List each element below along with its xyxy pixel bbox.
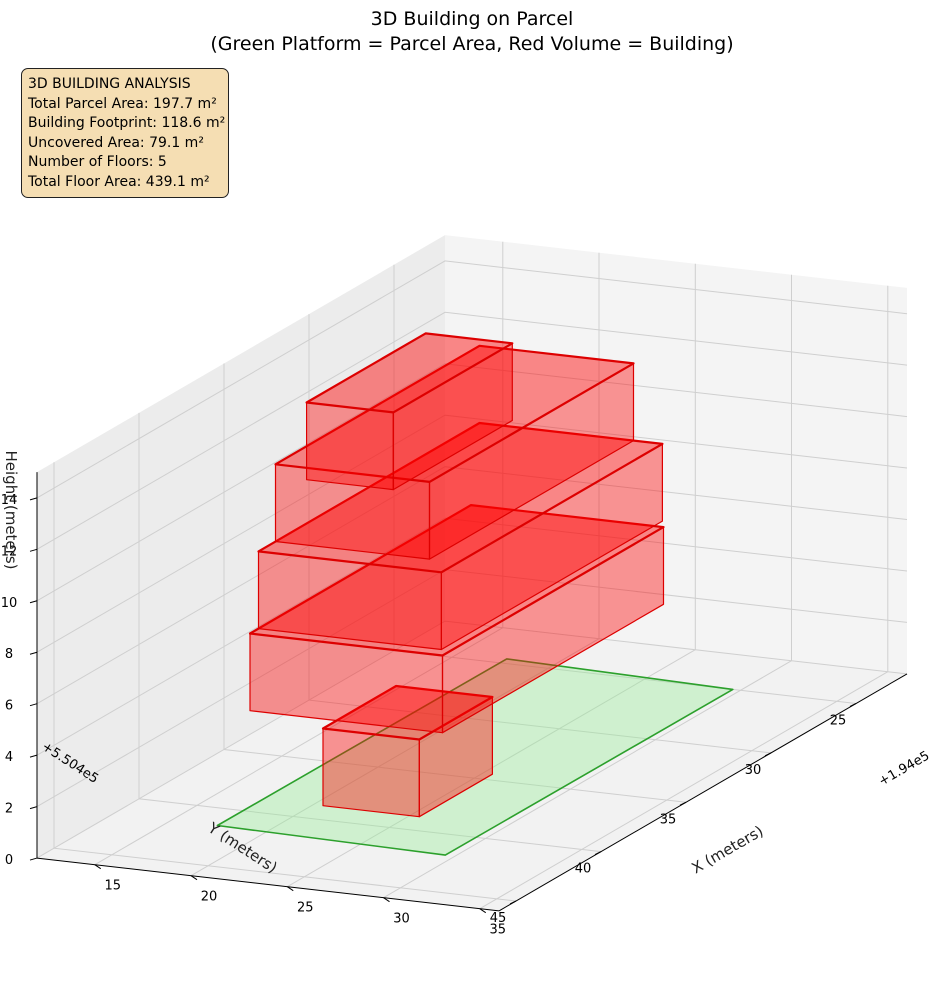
y-tick-label: 25 [830,714,847,729]
x-axis-label: X (meters) [688,822,766,877]
tick-labels: 15 20 25 30 35 25 30 35 40 45 0 2 4 6 8 10 12 14 [1,493,857,938]
floor-4-box [274,344,635,560]
chart-title-line1: 3D Building on Parcel [371,8,574,30]
z-tick-mark [29,806,38,810]
z-gridline [36,414,908,653]
parcel-platform [216,658,734,856]
info-building-footprint: Building Footprint: 118.6 m² [28,115,226,131]
z-gridline [36,466,908,705]
info-number-of-floors: Number of Floors: 5 [28,154,167,170]
z-gridline [36,260,908,499]
y-tick-label: 40 [575,862,592,877]
floor-2-box [248,504,665,734]
x-tick-label: 30 [393,912,410,927]
x-tick-label: 35 [490,923,507,938]
z-tick-label: 0 [5,853,13,868]
x-tick-mark [479,908,487,914]
z-tick-mark [29,651,38,655]
z-axis-label: Height (meters) [2,451,20,570]
y-tick-label: 30 [745,763,762,778]
floor-face-top [257,421,664,574]
x-axis-line [36,857,500,912]
info-total-floor-area: Total Floor Area: 439.1 m² [28,173,210,190]
x-tick-mark [190,875,198,881]
z-tick-label: 12 [1,544,18,559]
z-tick-mark [29,497,38,501]
z-tick-mark [29,857,38,861]
y-axis-line [498,673,908,912]
floor-face-front-left [322,727,420,818]
z-gridline [36,620,908,859]
y-tick-mark [509,900,517,905]
z-tick-label: 10 [1,596,18,611]
floor-face-top [274,344,635,483]
x-tick-label: 20 [201,890,218,905]
z-tick-mark [29,703,38,707]
y-tick-label: 45 [490,911,507,926]
y-tick-mark [594,851,602,856]
z-tick-label: 2 [5,802,13,817]
z-tick-mark [29,548,38,552]
z-tick-mark [29,600,38,604]
floor-3-box [257,421,664,651]
y-tick-mark [849,703,857,707]
z-tick-label: 6 [5,699,13,714]
floor-face-top [305,332,514,414]
y-tick-mark [679,801,687,806]
z-gridline [36,363,908,602]
x-tick-mark [286,886,294,892]
x-tick-label: 25 [297,901,314,916]
floor-1-box [321,684,494,818]
x-tick-mark [383,897,390,903]
building-volume [248,332,665,818]
x-axis-offset: +1.94e5 [876,748,932,789]
chart-title-line2: (Green Platform = Parcel Area, Red Volum… [210,33,733,55]
z-tick-label: 4 [5,750,13,765]
z-tick-mark [29,754,38,758]
axes-lines [36,472,908,912]
floor-5-box [305,332,514,491]
info-uncovered-area: Uncovered Area: 79.1 m² [28,134,204,151]
axes-grid [36,241,908,910]
analysis-info-box: 3D BUILDING ANALYSIS Total Parcel Area: … [21,68,229,198]
z-gridline [36,311,908,550]
z-tick-label: 14 [1,493,18,508]
floor-face-top [248,504,665,657]
y-tick-label: 35 [660,812,677,827]
x-tick-label: 15 [105,879,122,894]
z-gridline [36,517,908,756]
info-parcel-area: Total Parcel Area: 197.7 m² [28,95,217,112]
floor-face-front-left [306,401,394,491]
x-tick-mark [94,864,102,870]
z-tick-label: 8 [5,647,13,662]
floor-face-top [321,684,494,741]
y-tick-mark [764,752,772,757]
parcel-polygon [216,658,734,856]
info-heading: 3D BUILDING ANALYSIS [28,76,191,92]
